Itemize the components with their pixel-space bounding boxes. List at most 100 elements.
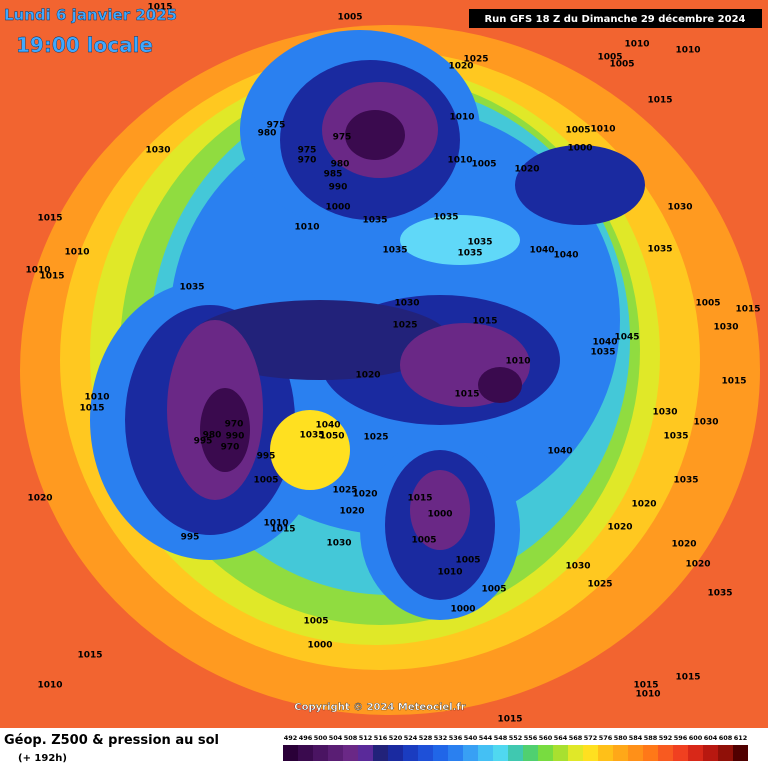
pressure-label: 1020 [27,494,52,504]
pressure-label: 1035 [179,283,204,293]
pressure-label: 980 [331,160,350,170]
colorbar-label: 568 [569,734,583,742]
colorbar-swatch [703,745,718,761]
pressure-label: 1020 [685,560,710,570]
date: Lundi 6 janvier 2025 [4,6,177,24]
pressure-label: 1035 [299,431,324,441]
pressure-label: 1010 [449,113,474,123]
pressure-label: 970 [221,443,240,453]
pressure-label: 1050 [319,432,344,442]
colorbar-label: 528 [419,734,433,742]
pressure-label: 1020 [607,523,632,533]
pressure-label: 1040 [315,421,340,431]
pressure-label: 1035 [457,249,482,259]
pressure-label: 1040 [553,251,578,261]
pressure-label: 1035 [663,432,688,442]
colorbar-swatch [583,745,598,761]
pressure-label: 985 [324,170,343,180]
pressure-label: 1035 [590,348,615,358]
pressure-label: 1015 [147,3,172,13]
colorbar-swatch [508,745,523,761]
colorbar-swatch [433,745,448,761]
pressure-label: 990 [226,432,245,442]
colorbar-label: 556 [524,734,538,742]
legend-title: Géop. Z500 & pression au sol [4,733,219,748]
pressure-label: 1005 [609,60,634,70]
pressure-label: 1005 [455,556,480,566]
pressure-label: 1015 [39,272,64,282]
colorbar-swatch [388,745,403,761]
colorbar-label: 612 [734,734,748,742]
pressure-label: 975 [298,146,317,156]
pressure-label: 1005 [253,476,278,486]
pressure-label: 1030 [394,299,419,309]
pressure-label: 1035 [647,245,672,255]
colorbar-label: 576 [599,734,613,742]
colorbar-label: 512 [359,734,373,742]
colorbar-label: 508 [344,734,358,742]
pressure-label: 980 [258,129,277,139]
pressure-label: 1040 [592,338,617,348]
colorbar-swatch [493,745,508,761]
lead-time: (+ 192h) [18,753,67,764]
colorbar-label: 608 [719,734,733,742]
colorbar-label: 520 [389,734,403,742]
pressure-label: 1005 [695,299,720,309]
colorbar-label: 604 [704,734,718,742]
colorbar-swatch [328,745,343,761]
pressure-label: 1015 [79,404,104,414]
pressure-label: 1020 [448,62,473,72]
colorbar-swatch [733,745,748,761]
colorbar-label: 492 [284,734,298,742]
colorbar-label: 588 [644,734,658,742]
colorbar-label: 536 [449,734,463,742]
time: 19:00 locale [16,33,153,57]
pressure-label: 1030 [693,418,718,428]
colorbar-swatch [283,745,298,761]
pressure-label: 980 [203,431,222,441]
pressure-label: 1000 [325,203,350,213]
pressure-label: 1010 [447,156,472,166]
pressure-label: 1030 [326,539,351,549]
pressure-label: 1030 [667,203,692,213]
colorbar-swatch [418,745,433,761]
pressure-label: 1005 [411,536,436,546]
pressure-label: 1015 [633,681,658,691]
pressure-label: 1015 [407,494,432,504]
colorbar-label: 548 [494,734,508,742]
pressure-label: 1015 [270,525,295,535]
pressure-label: 1035 [467,238,492,248]
pressure-label: 1010 [294,223,319,233]
pressure-label: 1020 [355,371,380,381]
pressure-label: 1000 [450,605,475,615]
pressure-label: 1010 [437,568,462,578]
colorbar-swatch [628,745,643,761]
colorbar-label: 592 [659,734,673,742]
colorbar-swatch [298,745,313,761]
copyright: Copyright © 2024 Meteociel.fr [294,702,465,713]
pressure-label: 1035 [382,246,407,256]
pressure-label: 1020 [352,490,377,500]
pressure-label: 1025 [392,321,417,331]
pressure-label: 995 [194,437,213,447]
run-box [469,9,762,28]
pressure-label: 970 [225,420,244,430]
colorbar-label: 584 [629,734,643,742]
pressure-label: 1015 [675,673,700,683]
pressure-label: 1030 [145,146,170,156]
colorbar-swatch [343,745,358,761]
colorbar-swatch [718,745,733,761]
pressure-label: 1005 [597,53,622,63]
pressure-label: 975 [333,133,352,143]
pressure-label: 1005 [303,617,328,627]
pressure-label: 1010 [263,519,288,529]
pressure-label: 1030 [652,408,677,418]
colorbar-swatch [313,745,328,761]
colorbar-label: 552 [509,734,523,742]
colorbar-label: 524 [404,734,418,742]
pressure-label: 1015 [721,377,746,387]
colorbar-swatch [478,745,493,761]
colorbar-label: 560 [539,734,553,742]
